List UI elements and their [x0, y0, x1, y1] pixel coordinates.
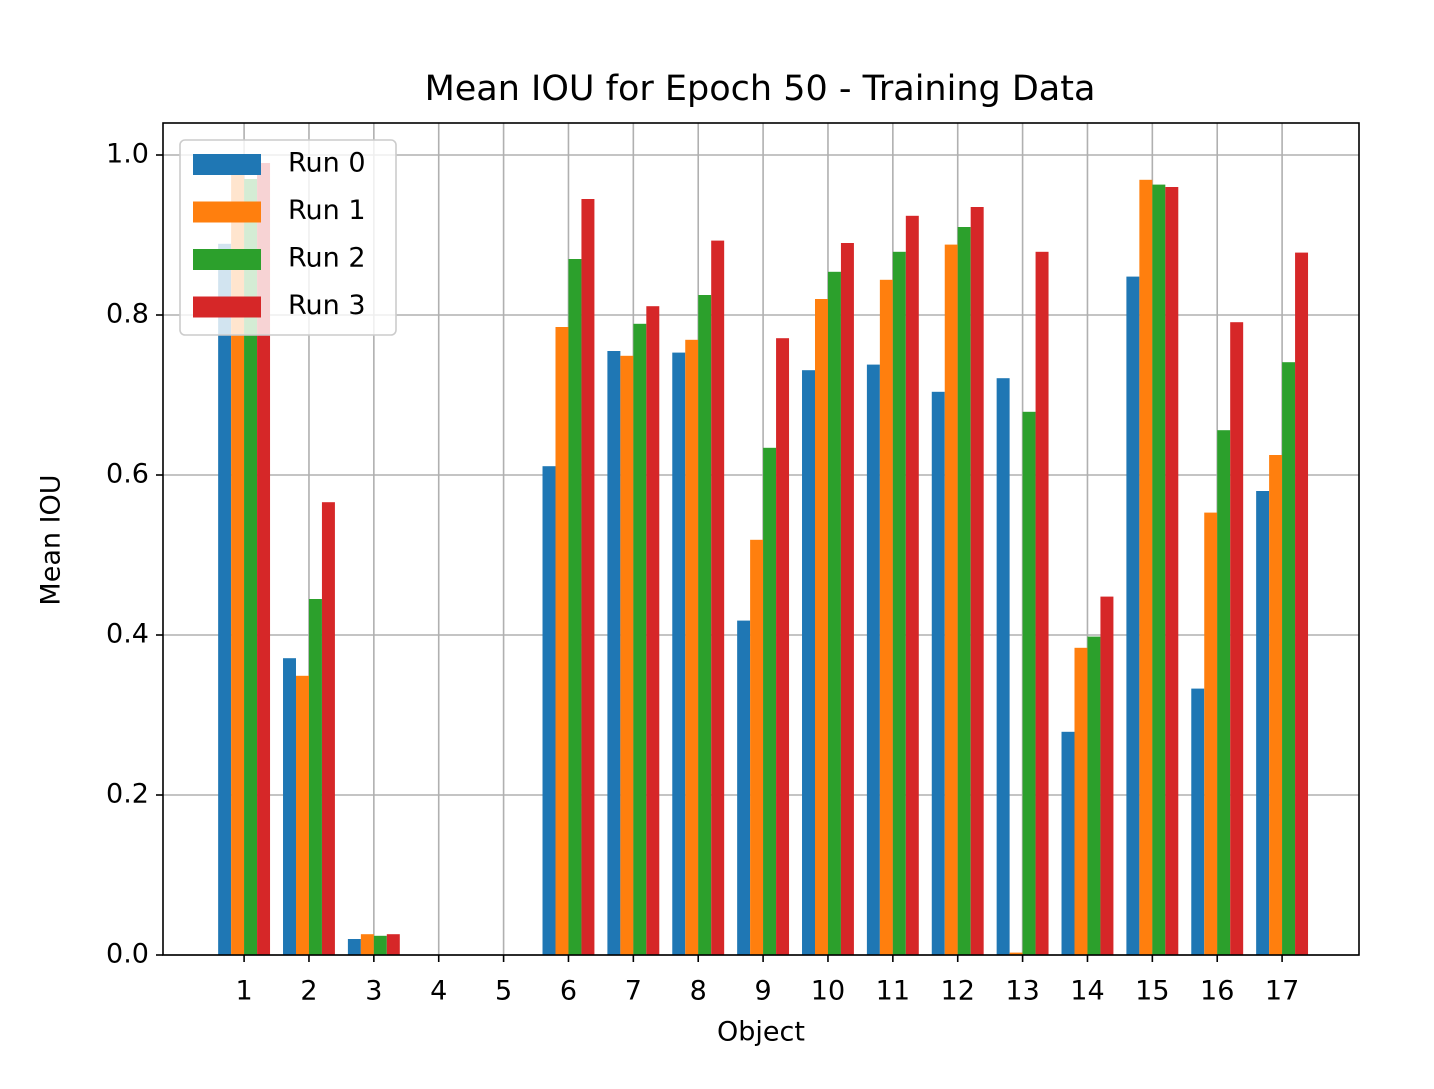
- bar: [620, 355, 634, 955]
- bar: [257, 163, 271, 955]
- bar: [1126, 276, 1140, 956]
- bar: [685, 339, 699, 955]
- plot-frame: [162, 122, 1360, 956]
- bar: [568, 259, 582, 955]
- bar: [750, 539, 764, 955]
- y-tick-label: 0.8: [106, 299, 149, 330]
- bar: [1074, 647, 1088, 955]
- bar: [698, 295, 712, 955]
- x-tick-label: 17: [1265, 976, 1299, 1007]
- bar: [957, 227, 971, 955]
- bar: [814, 299, 828, 955]
- bar: [1009, 952, 1023, 955]
- x-tick-label: 5: [495, 976, 512, 1007]
- bar: [970, 207, 984, 955]
- legend-swatch: [193, 296, 261, 318]
- y-tick-label: 1.0: [106, 139, 149, 170]
- bar: [1087, 636, 1101, 955]
- bar: [1191, 688, 1205, 955]
- x-tick-label: 9: [755, 976, 772, 1007]
- bar: [879, 279, 893, 955]
- x-tick-label: 11: [876, 976, 910, 1007]
- bar: [944, 244, 958, 956]
- bar: [802, 370, 815, 955]
- x-tick-label: 13: [1005, 976, 1039, 1007]
- bar: [1256, 491, 1270, 955]
- bar: [347, 939, 361, 955]
- bar: [1100, 596, 1114, 955]
- y-tick-label: 0.4: [106, 619, 149, 650]
- bar: [905, 215, 919, 956]
- bar: [607, 351, 621, 955]
- bar: [1022, 411, 1036, 955]
- legend-swatch: [193, 249, 261, 270]
- bar: [581, 199, 595, 955]
- bar: [827, 271, 841, 955]
- bar: [218, 243, 232, 956]
- bar: [373, 935, 387, 955]
- legend-swatch: [193, 201, 261, 223]
- y-axis-label: Mean IOU: [36, 474, 67, 605]
- bar: [283, 658, 296, 955]
- bar: [776, 338, 790, 955]
- bars: [218, 163, 1309, 956]
- x-tick-label: 3: [365, 976, 382, 1007]
- x-tick-label: 2: [300, 976, 317, 1007]
- legend-label: Run 2: [288, 243, 366, 274]
- bar: [646, 306, 660, 955]
- bar: [1217, 430, 1231, 955]
- bar: [321, 502, 335, 955]
- bar: [866, 364, 880, 956]
- legend-label: Run 1: [288, 195, 366, 226]
- bar: [711, 240, 725, 956]
- bar: [555, 327, 569, 955]
- x-tick-label: 4: [430, 976, 447, 1007]
- y-tick-label: 0.2: [106, 779, 149, 810]
- x-tick-label: 8: [690, 976, 707, 1007]
- x-tick-label: 15: [1135, 976, 1169, 1007]
- bar: [892, 251, 906, 956]
- bar: [737, 620, 751, 955]
- bar: [308, 599, 322, 955]
- bar: [1139, 179, 1153, 956]
- legend: Run 0 Run 1 Run 2 Run 3: [179, 139, 397, 336]
- bar: [1230, 322, 1244, 955]
- x-tick-label: 1: [236, 976, 253, 1007]
- bar: [931, 391, 945, 955]
- legend-swatch: [193, 154, 261, 175]
- x-tick-label: 12: [941, 976, 975, 1007]
- bar: [1204, 512, 1218, 955]
- bar: [542, 466, 556, 955]
- bar: [360, 934, 374, 955]
- legend-label: Run 3: [288, 290, 366, 321]
- x-tick-label: 10: [811, 976, 845, 1007]
- x-axis-label: Object: [717, 1017, 805, 1048]
- bar: [244, 179, 258, 955]
- bar: [1282, 362, 1296, 955]
- bar: [1035, 251, 1049, 956]
- legend-box: [179, 139, 397, 336]
- x-tick-label: 14: [1070, 976, 1104, 1007]
- chart-title: Mean IOU for Epoch 50 - Training Data: [425, 69, 1096, 109]
- bar: [1165, 187, 1179, 955]
- x-tick-label: 7: [625, 976, 642, 1007]
- bar: [231, 175, 245, 955]
- y-tick-label: 0.0: [106, 939, 149, 970]
- bar: [295, 675, 309, 955]
- y-tick-label: 0.6: [106, 459, 149, 490]
- bar: [996, 378, 1010, 955]
- legend-label: Run 0: [288, 148, 366, 179]
- bar: [1269, 455, 1283, 955]
- bar: [386, 934, 400, 955]
- bar: [1061, 731, 1075, 955]
- x-tick-label: 6: [560, 976, 577, 1007]
- bar: [763, 447, 777, 955]
- bar: [840, 243, 854, 955]
- bar: [672, 352, 686, 956]
- x-tick-label: 16: [1200, 976, 1234, 1007]
- bar: [633, 323, 647, 955]
- bar: [1295, 252, 1309, 956]
- bar: [1152, 184, 1166, 956]
